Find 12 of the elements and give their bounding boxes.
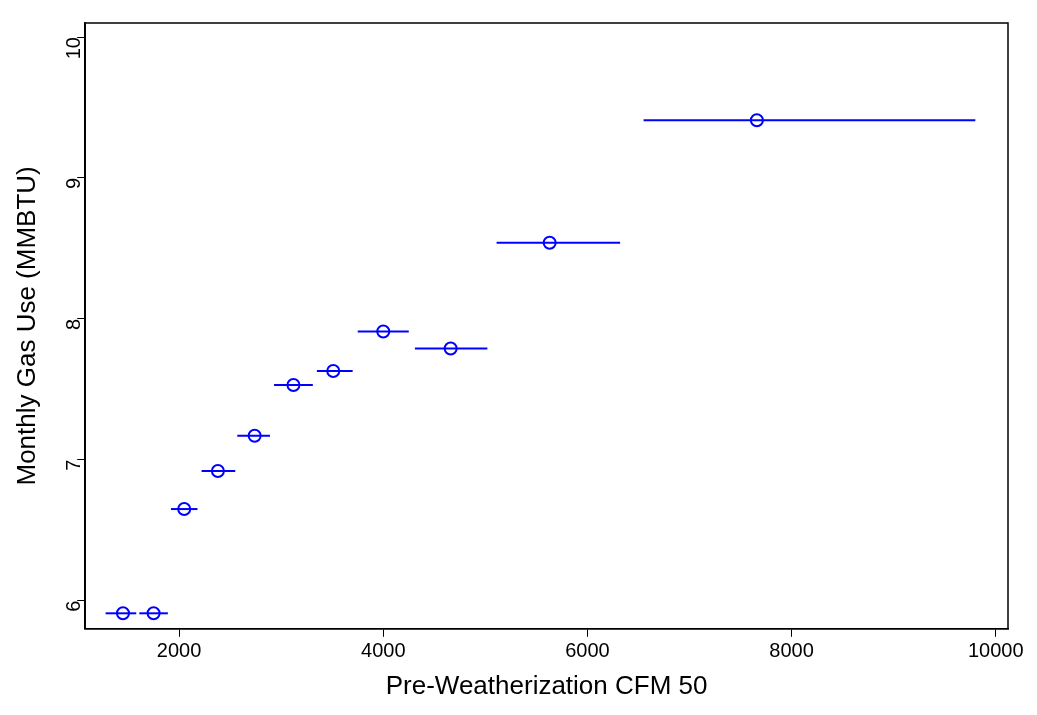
y-tick-label: 8 <box>61 318 84 330</box>
x-axis-title: Pre-Weatherization CFM 50 <box>385 669 708 700</box>
y-tick-label: 7 <box>61 459 84 471</box>
y-tick-label: 9 <box>61 177 84 190</box>
y-tick-label: 10 <box>61 37 84 60</box>
y-tick-label: 6 <box>61 600 84 612</box>
x-tick-label: 8000 <box>769 639 814 662</box>
y-axis-title: Monthly Gas Use (MMBTU) <box>10 166 41 486</box>
x-tick-label: 4000 <box>361 639 406 662</box>
x-tick-label: 2000 <box>156 639 202 662</box>
x-tick-label: 6000 <box>565 639 610 662</box>
x-tick-label: 10000 <box>967 639 1024 662</box>
